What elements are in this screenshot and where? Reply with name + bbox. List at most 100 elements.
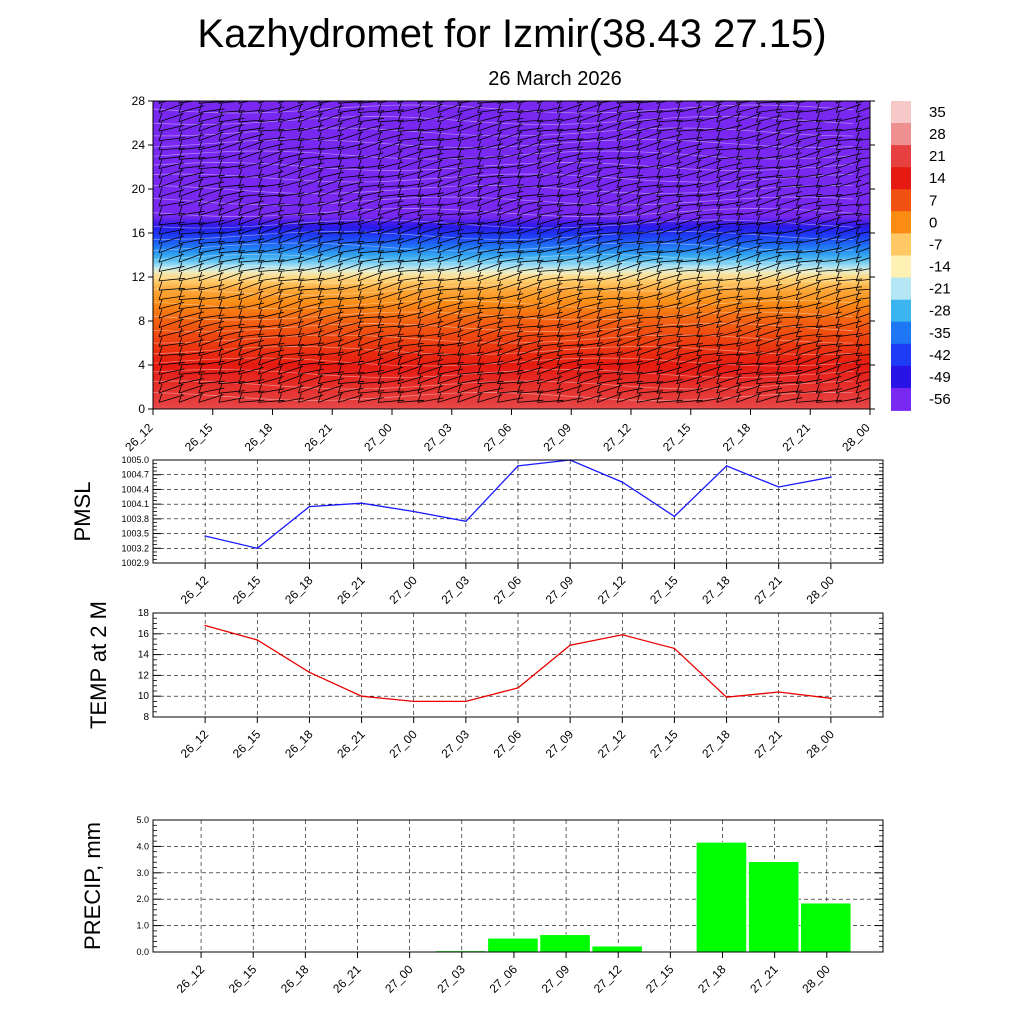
wind-barb [457, 263, 483, 272]
wind-barb [158, 330, 185, 338]
wind-barb [158, 353, 185, 356]
wind-barb-feather [815, 101, 818, 104]
wind-barb [417, 299, 443, 310]
wind-barb [477, 108, 504, 113]
wind-barb [577, 353, 604, 356]
wind-barb-feather [158, 271, 163, 282]
pmsl-point [725, 465, 728, 467]
wind-barb-feather [258, 281, 262, 291]
wind-barb-feather [218, 365, 223, 375]
wind-barb [557, 101, 565, 104]
wind-barb [397, 290, 423, 300]
wind-barb-feather [218, 355, 223, 366]
wind-barb-feather [716, 327, 721, 338]
wind-barb-feather [437, 215, 442, 225]
wind-barb-feather [178, 299, 183, 310]
wind-barb [318, 311, 344, 319]
wind-barb [636, 131, 662, 141]
wind-barb [557, 278, 584, 282]
wind-barb [437, 124, 464, 132]
wind-barb [358, 250, 385, 254]
wind-barb-feather [517, 112, 521, 123]
wind-barb [756, 155, 783, 160]
wind-barb-feather [636, 299, 641, 310]
wind-barb [338, 306, 365, 310]
wind-barb [477, 328, 503, 338]
wind-barb-feather [656, 309, 661, 319]
wind-barb-feather [517, 327, 521, 338]
wind-barb [776, 131, 802, 141]
wind-barb-feather [397, 271, 402, 282]
wind-barb-feather [238, 131, 243, 141]
x-tick-label: 26_15 [230, 573, 264, 607]
wind-barb [597, 351, 623, 356]
wind-barb [497, 293, 523, 300]
wind-barb [816, 399, 843, 403]
wind-barb-feather [876, 169, 879, 178]
wind-barb [756, 348, 782, 356]
wind-barb [577, 287, 604, 291]
wind-barb-feather [636, 122, 641, 132]
wind-barb-feather [218, 131, 223, 141]
x-tick-label: 27_15 [647, 573, 681, 607]
wind-barb-feather [437, 243, 442, 253]
wind-barb-feather [178, 318, 183, 328]
wind-barb [258, 290, 284, 300]
wind-barb [597, 327, 622, 338]
wind-barb [318, 165, 345, 169]
wind-barb [836, 138, 863, 141]
wind-barb [676, 376, 702, 385]
wind-barb-feather [815, 224, 820, 235]
wind-barb-feather [497, 150, 501, 160]
wind-barb-feather [556, 262, 561, 272]
wind-barb [477, 122, 503, 132]
wind-barb-feather [855, 337, 860, 347]
wind-barb [696, 299, 722, 310]
wind-barb [457, 146, 484, 151]
wind-barb [756, 231, 783, 235]
wind-barb-feather [198, 309, 203, 319]
wind-barb-feather [716, 187, 721, 197]
y-tick-label: 12 [132, 270, 146, 284]
wind-barb [497, 197, 523, 207]
wind-barb-feather [258, 355, 262, 366]
wind-barb [178, 371, 205, 375]
wind-barb-feather [397, 318, 402, 328]
wind-barb [437, 287, 464, 291]
colorbar-swatch [891, 145, 911, 168]
wind-barb [278, 244, 304, 254]
wind-barb-feather [556, 290, 561, 300]
wind-barb-feather [596, 383, 601, 394]
wind-barb [477, 188, 503, 198]
wind-barb [636, 216, 663, 226]
wind-barb-feather [656, 337, 661, 347]
wind-barb-feather [238, 140, 243, 151]
wind-barb-feather [815, 318, 820, 328]
wind-barb-feather [417, 253, 422, 263]
wind-barb [497, 357, 523, 366]
wind-barb [756, 131, 782, 141]
wind-barb [517, 347, 543, 356]
wind-barb-feather [696, 224, 701, 235]
wind-barb [557, 203, 584, 207]
wind-barb-feather [298, 318, 302, 328]
wind-barb-feather [477, 243, 482, 253]
wind-barb [676, 290, 702, 300]
wind-barb [656, 215, 682, 226]
wind-barb [855, 192, 870, 198]
wind-barb-feather [477, 101, 479, 104]
wind-barb-feather [696, 150, 701, 160]
wind-barb-feather [198, 346, 203, 356]
wind-barb-feather [776, 112, 780, 123]
temp-point [517, 687, 519, 689]
wind-barb-feather [178, 215, 183, 225]
wind-barb [298, 342, 325, 347]
wind-barb [437, 295, 464, 300]
wind-barb [676, 334, 703, 338]
wind-barb [238, 119, 265, 123]
wind-barb-feather [696, 337, 701, 347]
wind-barb [796, 333, 823, 338]
wind-barb-feather [437, 337, 442, 347]
wind-barb-feather [656, 346, 661, 356]
wind-barb-feather [556, 159, 561, 169]
